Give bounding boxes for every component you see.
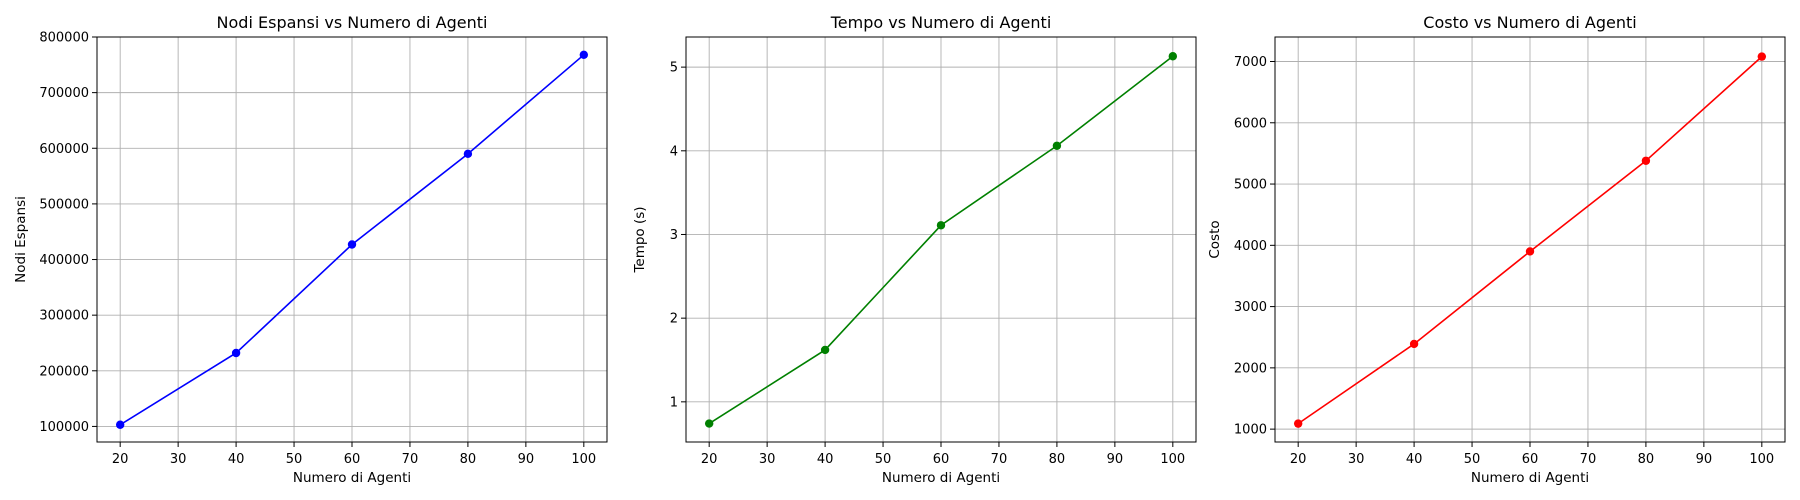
x-axis-label: Numero di Agenti — [882, 470, 1000, 486]
x-tick-label: 30 — [1348, 452, 1365, 467]
data-point — [1757, 52, 1767, 61]
x-tick-label: 100 — [1160, 452, 1185, 467]
data-point — [347, 240, 357, 249]
y-tick-label: 400000 — [39, 253, 89, 268]
y-tick-label: 800000 — [39, 31, 89, 46]
y-tick-label: 600000 — [39, 142, 89, 157]
data-point — [1293, 419, 1303, 428]
y-axis-label: Nodi Espansi — [13, 196, 29, 283]
y-tick-label: 6000 — [1234, 116, 1267, 131]
data-point — [1052, 141, 1062, 150]
x-tick-label: 40 — [228, 452, 245, 467]
x-tick-label: 80 — [1049, 452, 1066, 467]
x-tick-label: 20 — [1290, 452, 1307, 467]
data-point — [936, 221, 946, 230]
chart-panel-2: 20 30 40 50 60 70 80 90 100 1 2 3 4 5 Tempo vs Numero … — [632, 13, 1197, 486]
data-point — [1409, 339, 1419, 349]
y-tick-label: 3 — [670, 228, 678, 243]
x-axis-label: Numero di Agenti — [1471, 470, 1589, 486]
x-tick-label: 70 — [402, 452, 419, 467]
x-tick-label: 50 — [286, 452, 303, 467]
x-tick-label: 50 — [1464, 452, 1481, 467]
axes-frame — [96, 36, 608, 443]
x-tick-label: 30 — [170, 452, 187, 467]
x-tick-label: 90 — [518, 452, 535, 467]
x-tick-label: 60 — [344, 452, 361, 467]
data-point — [463, 149, 473, 159]
x-tick-label: 70 — [1580, 452, 1597, 467]
x-tick-label: 80 — [1638, 452, 1655, 467]
x-tick-label: 30 — [759, 452, 776, 467]
x-tick-label: 90 — [1107, 452, 1124, 467]
x-axis-label: Numero di Agenti — [293, 470, 411, 486]
data-point — [1168, 52, 1178, 61]
data-point — [1641, 156, 1651, 165]
chart-title: Tempo vs Numero di Agenti — [830, 13, 1052, 32]
x-tick-label: 20 — [701, 452, 718, 467]
axes-frame — [1274, 36, 1786, 443]
x-tick-label: 20 — [112, 452, 129, 467]
y-axis-label: Tempo (s) — [632, 206, 648, 273]
y-tick-label: 200000 — [39, 364, 89, 379]
data-point — [115, 420, 125, 429]
y-tick-label: 2000 — [1234, 361, 1267, 376]
data-point — [231, 348, 241, 358]
chart-title: Costo vs Numero di Agenti — [1423, 13, 1636, 32]
data-point — [1525, 247, 1535, 256]
y-tick-label: 2 — [670, 312, 678, 327]
data-point — [579, 50, 589, 60]
x-tick-label: 100 — [571, 452, 596, 467]
y-tick-label: 700000 — [39, 86, 89, 101]
chart-title: Nodi Espansi vs Numero di Agenti — [217, 13, 488, 32]
x-tick-label: 40 — [1406, 452, 1423, 467]
y-tick-label: 1000 — [1234, 423, 1267, 438]
x-tick-label: 90 — [1696, 452, 1713, 467]
y-tick-label: 3000 — [1234, 300, 1267, 315]
x-tick-label: 100 — [1749, 452, 1774, 467]
y-axis-label: Costo — [1207, 220, 1223, 258]
chart-panel-3: 20 30 40 50 60 70 80 90 100 1000 2000 3000 4000 5000 6… — [1207, 13, 1786, 486]
y-tick-label: 5000 — [1234, 178, 1267, 193]
y-tick-label: 4 — [670, 144, 678, 159]
x-tick-label: 80 — [460, 452, 477, 467]
y-tick-label: 7000 — [1234, 55, 1267, 70]
y-tick-label: 1 — [670, 395, 678, 410]
y-tick-label: 4000 — [1234, 239, 1267, 254]
y-tick-label: 500000 — [39, 197, 89, 212]
data-point — [704, 419, 714, 428]
y-tick-label: 100000 — [39, 420, 89, 435]
x-tick-label: 50 — [875, 452, 892, 467]
y-tick-label: 300000 — [39, 309, 89, 324]
axes-frame — [685, 36, 1197, 443]
x-tick-label: 40 — [817, 452, 834, 467]
x-tick-label: 60 — [933, 452, 950, 467]
x-tick-label: 70 — [991, 452, 1008, 467]
x-tick-label: 60 — [1522, 452, 1539, 467]
chart-panel-1: 20 30 40 50 60 70 80 90 100 100000 200000 300000 400… — [13, 13, 608, 486]
y-tick-label: 5 — [670, 61, 678, 76]
data-point — [820, 345, 830, 355]
